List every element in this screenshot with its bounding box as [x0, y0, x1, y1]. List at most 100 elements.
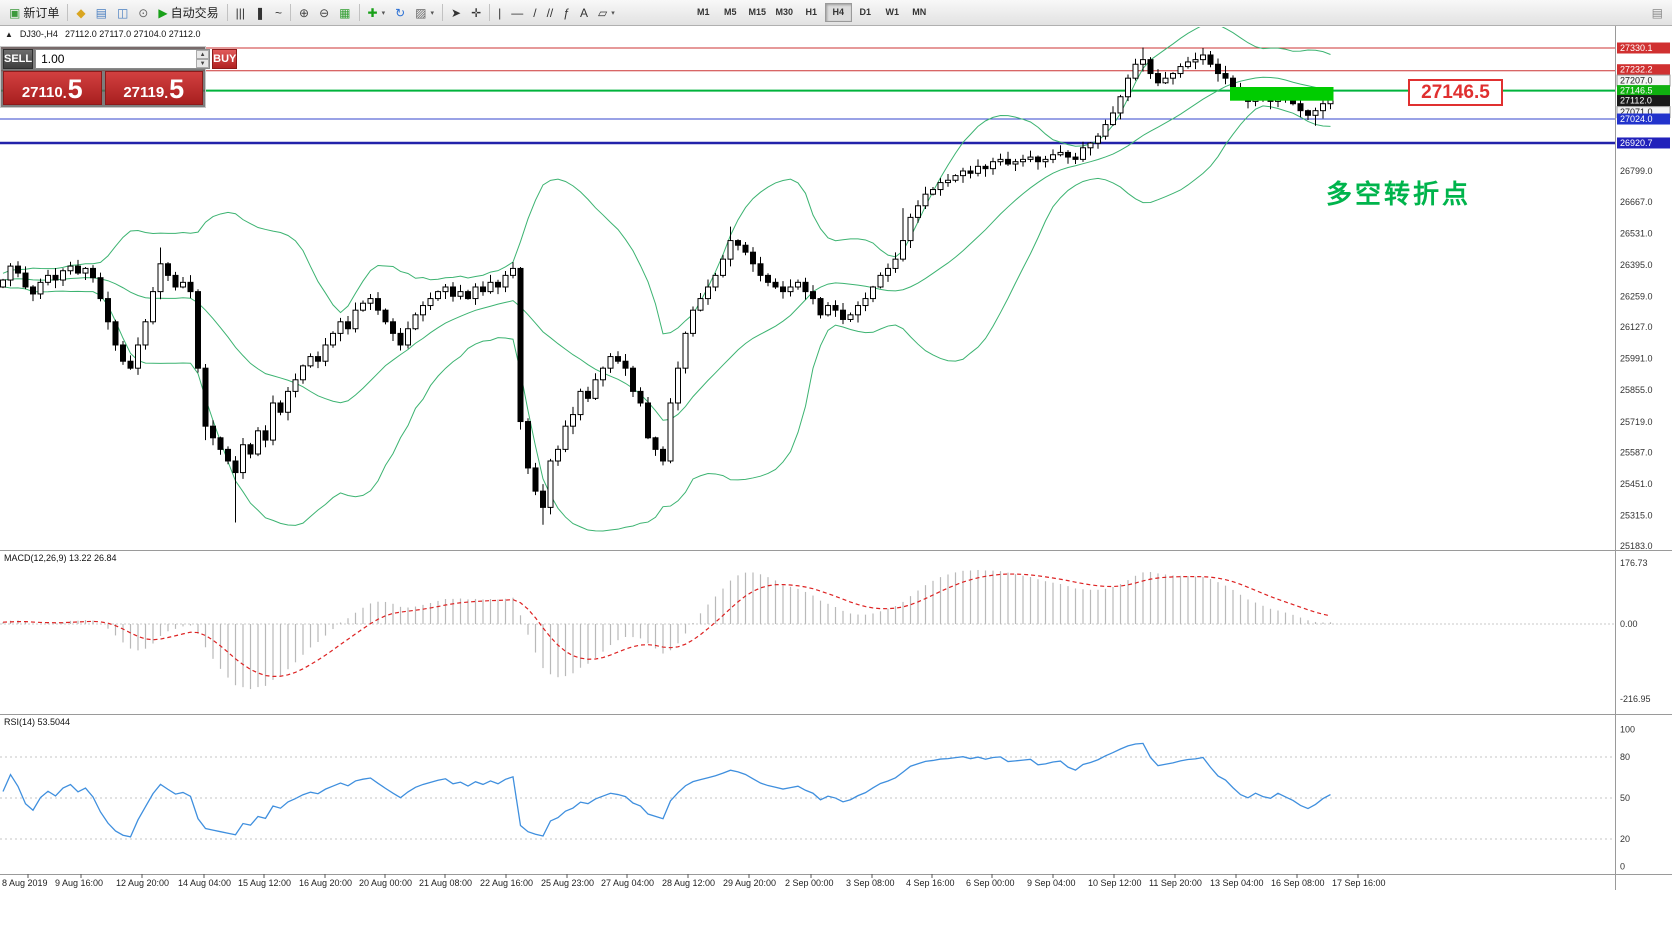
volume-down-button[interactable]: ▼ — [196, 59, 210, 68]
svg-text:11 Sep 20:00: 11 Sep 20:00 — [1149, 878, 1202, 888]
timeframe-m5[interactable]: M5 — [717, 3, 744, 22]
bid-point: . — [62, 84, 67, 101]
ask-price-button[interactable]: 27119. 5 — [104, 71, 203, 105]
main-toolbar: ▣ 新订单 ◆ ▤ ◫ ⊙ ▶ 自动交易 ||| ❚ ~ ⊕ ⊖ ▦ ✚ ▾ ↻ ▨ ▾ ➤ ✛ | — ///ƒ A ▱ ▾ M1 M… — [0, 0, 1672, 26]
timeframe-w1[interactable]: W1 — [879, 3, 906, 22]
svg-text:27024.0: 27024.0 — [1620, 114, 1653, 124]
zoom-in-icon[interactable]: ⊕ — [294, 2, 314, 23]
vertical-line-icon[interactable]: | — [493, 2, 506, 23]
chart-list-icon: ▤ — [1651, 5, 1663, 20]
zoom-out-icon: ⊖ — [319, 5, 330, 20]
svg-text:15 Aug 12:00: 15 Aug 12:00 — [238, 878, 291, 888]
fibonacci-icon[interactable]: ƒ — [558, 2, 575, 23]
candlestick-chart-icon[interactable]: ❚ — [250, 2, 270, 23]
svg-text:21 Aug 08:00: 21 Aug 08:00 — [419, 878, 472, 888]
data-window-icon: ◫ — [116, 5, 129, 20]
text-icon: A — [579, 5, 588, 20]
timeframe-mn[interactable]: MN — [906, 3, 933, 22]
svg-text:80: 80 — [1620, 752, 1630, 762]
svg-text:28 Aug 12:00: 28 Aug 12:00 — [662, 878, 715, 888]
autotrading-button[interactable]: ▶ 自动交易 — [153, 2, 223, 23]
svg-text:25719.0: 25719.0 — [1620, 417, 1653, 427]
toolbar-separator — [226, 4, 228, 21]
price-tag — [1617, 64, 1670, 76]
sell-button[interactable]: SELL — [3, 49, 34, 69]
svg-text:100: 100 — [1620, 725, 1635, 735]
buy-button[interactable]: BUY — [212, 49, 238, 69]
svg-text:26667.0: 26667.0 — [1620, 197, 1653, 207]
svg-text:29 Aug 20:00: 29 Aug 20:00 — [723, 878, 776, 888]
arrows-icon: ▱ — [597, 5, 608, 20]
svg-text:10 Sep 12:00: 10 Sep 12:00 — [1088, 878, 1142, 888]
timeframe-h4[interactable]: H4 — [824, 3, 852, 22]
arrows-icon[interactable]: ▱ ▾ — [593, 2, 620, 23]
tile-windows-icon[interactable]: ▦ — [334, 2, 355, 23]
symbol-header: ▲ DJ30-,H4 27112.0 27117.0 27104.0 27112… — [5, 29, 201, 39]
horizontal-line-icon[interactable]: — — [506, 2, 528, 23]
one-click-collapse-icon[interactable]: ▲ — [5, 29, 13, 39]
price-tag — [1617, 137, 1670, 149]
svg-text:27 Aug 04:00: 27 Aug 04:00 — [601, 878, 654, 888]
svg-text:3 Sep 08:00: 3 Sep 08:00 — [846, 878, 895, 888]
pivot-price-label: 27146.5 — [1408, 79, 1503, 106]
refresh-icon[interactable]: ↻ — [390, 2, 410, 23]
bar-chart-icon: ||| — [235, 5, 245, 20]
indicators-icon: ✚ — [367, 5, 378, 20]
svg-text:26395.0: 26395.0 — [1620, 260, 1653, 270]
indicators-icon[interactable]: ✚ ▾ — [363, 2, 391, 23]
svg-text:27112.0: 27112.0 — [1620, 96, 1652, 106]
new-order-button[interactable]: ▣ 新订单 — [4, 2, 64, 23]
timeframe-d1[interactable]: D1 — [852, 3, 879, 22]
volume-input[interactable] — [36, 50, 197, 68]
svg-text:27146.5: 27146.5 — [1620, 86, 1653, 96]
svg-text:27071.0: 27071.0 — [1620, 107, 1653, 117]
text-icon[interactable]: A — [575, 2, 593, 23]
svg-text:25855.0: 25855.0 — [1620, 385, 1653, 395]
svg-text:26531.0: 26531.0 — [1620, 228, 1653, 238]
trendline-icon: / — [533, 5, 537, 20]
rsi-indicator-label: RSI(14) 53.5044 — [4, 717, 71, 727]
profiles-icon[interactable]: ▤ — [91, 2, 112, 23]
toolbar-separator — [67, 4, 69, 21]
volume-up-button[interactable]: ▲ — [196, 50, 210, 59]
timeframe-h1[interactable]: H1 — [798, 3, 825, 22]
svg-text:8 Aug 2019: 8 Aug 2019 — [2, 878, 48, 888]
timeframe-m15[interactable]: M15 — [744, 3, 771, 22]
line-chart-icon[interactable]: ~ — [270, 2, 287, 23]
highlight-zone — [1230, 86, 1334, 101]
svg-text:12 Aug 20:00: 12 Aug 20:00 — [116, 878, 169, 888]
volume-stepper: ▲ ▼ — [35, 49, 211, 69]
trendline-icon[interactable]: / — [528, 2, 541, 23]
price-tag — [1617, 42, 1670, 54]
svg-text:2 Sep 00:00: 2 Sep 00:00 — [785, 878, 834, 888]
bid-big-digit: 5 — [67, 74, 83, 105]
svg-text:20 Aug 00:00: 20 Aug 00:00 — [359, 878, 412, 888]
channel-icon: // — [546, 5, 554, 20]
timeframe-m1[interactable]: M1 — [690, 3, 717, 22]
bar-chart-icon[interactable]: ||| — [231, 2, 250, 23]
zoom-out-icon[interactable]: ⊖ — [314, 2, 334, 23]
svg-text:25991.0: 25991.0 — [1620, 354, 1653, 364]
data-window-icon[interactable]: ◫ — [112, 2, 133, 23]
macd-indicator-label: MACD(12,26,9) 13.22 26.84 — [4, 553, 117, 563]
fibonacci-icon: ƒ — [563, 5, 570, 20]
strategy-tester-icon[interactable]: ⊙ — [133, 2, 153, 23]
svg-text:0: 0 — [1620, 861, 1625, 871]
svg-text:9 Sep 04:00: 9 Sep 04:00 — [1027, 878, 1076, 888]
cursor-icon[interactable]: ➤ — [446, 2, 466, 23]
svg-text:22 Aug 16:00: 22 Aug 16:00 — [480, 878, 533, 888]
vertical-line-icon: | — [498, 5, 502, 20]
tile-windows-icon: ▦ — [339, 5, 351, 20]
channel-icon[interactable]: // — [542, 2, 559, 23]
crosshair-icon[interactable]: ✛ — [466, 2, 486, 23]
templates-icon[interactable]: ▨ ▾ — [410, 2, 439, 23]
chart-list-icon[interactable]: ▤ — [1647, 2, 1668, 23]
new-order-button-label: 新订单 — [23, 6, 60, 20]
svg-text:50: 50 — [1620, 793, 1630, 803]
bid-price-button[interactable]: 27110. 5 — [3, 71, 102, 105]
toolbar-separator — [442, 4, 443, 21]
svg-text:0.00: 0.00 — [1620, 619, 1638, 629]
timeframe-m30[interactable]: M30 — [771, 3, 798, 22]
market-watch-icon[interactable]: ◆ — [71, 2, 90, 23]
